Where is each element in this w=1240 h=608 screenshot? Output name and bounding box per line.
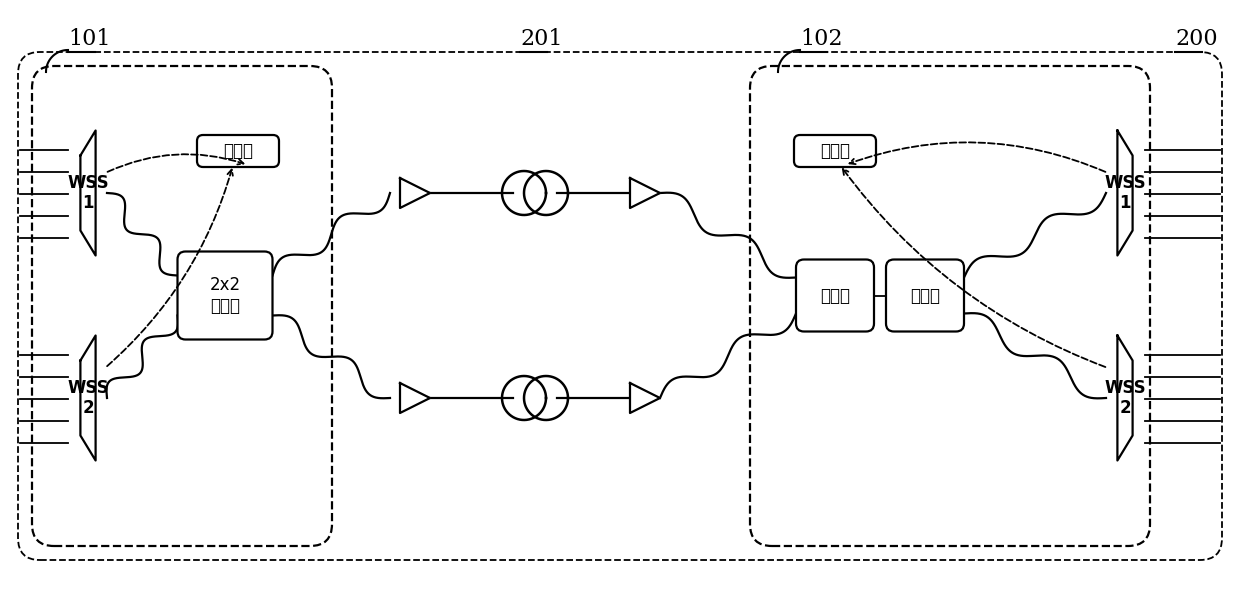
Text: 101: 101	[68, 28, 110, 50]
FancyBboxPatch shape	[177, 252, 273, 339]
Text: WSS
2: WSS 2	[67, 379, 109, 418]
FancyBboxPatch shape	[796, 260, 874, 331]
FancyBboxPatch shape	[197, 135, 279, 167]
Text: 102: 102	[800, 28, 842, 50]
Polygon shape	[1117, 336, 1132, 460]
Text: 2x2
耦合器: 2x2 耦合器	[210, 276, 241, 315]
Text: WSS
2: WSS 2	[1104, 379, 1146, 418]
Polygon shape	[81, 131, 95, 255]
Polygon shape	[630, 178, 660, 208]
Polygon shape	[1117, 131, 1132, 255]
Polygon shape	[401, 383, 430, 413]
Polygon shape	[81, 336, 95, 460]
Text: 200: 200	[1176, 28, 1218, 50]
Text: 控制器: 控制器	[223, 142, 253, 160]
FancyBboxPatch shape	[887, 260, 963, 331]
Text: 控制器: 控制器	[820, 142, 849, 160]
Polygon shape	[401, 178, 430, 208]
Text: 201: 201	[520, 28, 563, 50]
Text: WSS
1: WSS 1	[67, 174, 109, 212]
FancyBboxPatch shape	[794, 135, 875, 167]
Text: 分光器: 分光器	[910, 286, 940, 305]
Text: WSS
1: WSS 1	[1104, 174, 1146, 212]
Text: 光开关: 光开关	[820, 286, 849, 305]
Polygon shape	[630, 383, 660, 413]
